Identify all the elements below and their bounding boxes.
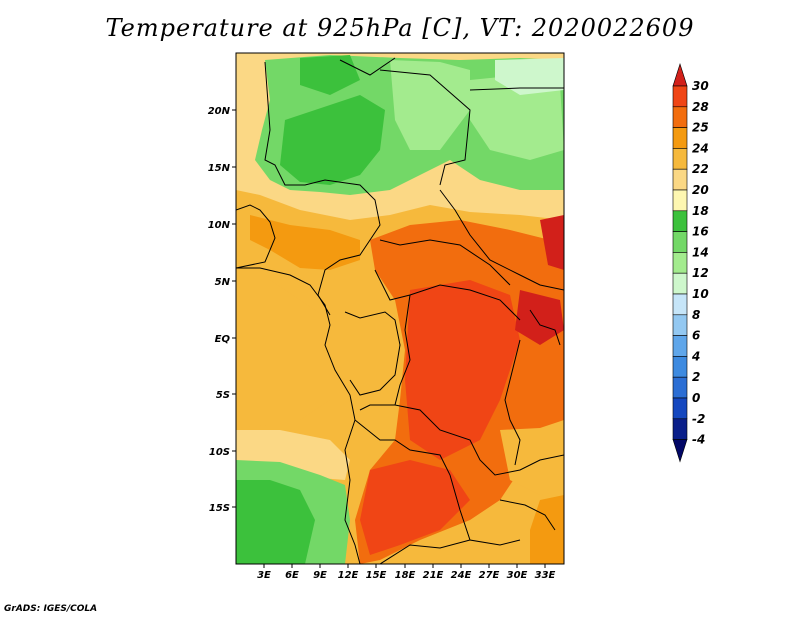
lon-label: 30E	[507, 570, 528, 581]
colorbar-swatch	[672, 231, 688, 253]
lon-label: 18E	[395, 570, 416, 581]
colorbar-label: 16	[692, 225, 709, 239]
colorbar-label: 25	[692, 121, 709, 135]
colorbar-swatch	[672, 376, 688, 399]
lat-label: 5S	[216, 390, 230, 401]
lon-label: 9E	[313, 570, 327, 581]
colorbar-label: 4	[691, 349, 700, 363]
colorbar-swatch	[672, 252, 688, 274]
colorbar-swatch	[672, 85, 688, 108]
lon-label: 15E	[366, 570, 387, 581]
lat-label: EQ	[215, 334, 231, 345]
lat-label: 10N	[208, 220, 231, 231]
colorbar-label: 2	[692, 370, 700, 384]
lon-label: 21E	[423, 570, 444, 581]
colorbar-swatch	[672, 106, 688, 128]
colorbar-label: 18	[692, 204, 709, 218]
lat-label: 5N	[215, 277, 231, 288]
lon-label: 27E	[479, 570, 500, 581]
colorbar-swatch	[672, 314, 688, 336]
colorbar-label: -2	[692, 412, 705, 426]
colorbar-swatch	[672, 63, 688, 87]
lat-label: 10S	[209, 447, 230, 458]
lat-label: 20N	[208, 106, 231, 117]
lon-label: 3E	[257, 570, 271, 581]
chart-title: Temperature at 925hPa [C], VT: 202002260…	[105, 14, 695, 42]
colorbar-label: 10	[692, 287, 709, 301]
lon-label: 6E	[285, 570, 299, 581]
colorbar-swatch	[672, 272, 688, 295]
latitude-axis: 20N 15N 10N 5N EQ 5S 10S 15S	[208, 106, 236, 514]
colorbar-label: 22	[692, 162, 709, 176]
lon-label: 24E	[451, 570, 472, 581]
lat-label: 15S	[209, 503, 230, 514]
lat-label: 15N	[208, 163, 231, 174]
colorbar-swatch	[672, 293, 688, 316]
lon-label: 33E	[535, 570, 556, 581]
colorbar-swatch	[672, 397, 688, 420]
colorbar-swatch	[672, 127, 688, 149]
colorbar-label: 6	[692, 329, 700, 343]
lon-label: 12E	[338, 570, 359, 581]
colorbar-swatch	[672, 148, 688, 170]
colorbar-swatch	[672, 439, 688, 463]
colorbar-label: -4	[692, 433, 705, 447]
colorbar-label: 30	[692, 79, 709, 93]
colorbar-swatch	[672, 418, 688, 440]
colorbar-label: 0	[692, 391, 700, 405]
colorbar-label: 12	[692, 266, 709, 280]
longitude-axis: 3E 6E 9E 12E 15E 18E 21E 24E 27E 30E 33E	[257, 564, 556, 581]
colorbar-swatch	[672, 210, 688, 232]
colorbar-swatch	[672, 168, 688, 191]
colorbar-swatch	[672, 189, 688, 212]
colorbar-label: 28	[692, 100, 709, 114]
colorbar-label: 24	[692, 141, 709, 155]
colorbar-swatch	[672, 335, 688, 357]
colorbar-label: 20	[692, 183, 709, 197]
colorbar-swatch	[672, 356, 688, 378]
map-frame	[235, 52, 565, 565]
temperature-field	[236, 53, 564, 564]
country-borders	[236, 57, 564, 564]
colorbar-label: 8	[692, 308, 700, 322]
colorbar-label: 14	[692, 245, 709, 259]
credit-text: GrADS: IGES/COLA	[4, 604, 98, 614]
